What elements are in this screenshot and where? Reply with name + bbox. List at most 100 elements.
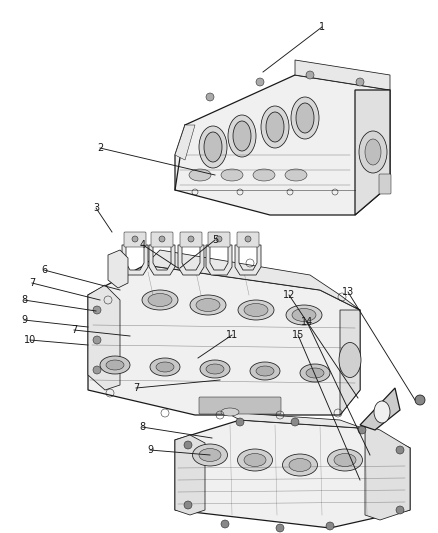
Text: 10: 10 <box>24 335 36 345</box>
Polygon shape <box>206 245 232 275</box>
Polygon shape <box>175 125 195 160</box>
Ellipse shape <box>365 139 381 165</box>
Circle shape <box>221 520 229 528</box>
Text: 3: 3 <box>93 203 99 213</box>
Ellipse shape <box>200 360 230 378</box>
Ellipse shape <box>233 121 251 151</box>
Ellipse shape <box>204 132 222 162</box>
Ellipse shape <box>283 454 318 476</box>
Ellipse shape <box>291 97 319 139</box>
Text: 9: 9 <box>21 315 27 325</box>
FancyBboxPatch shape <box>208 232 230 247</box>
Polygon shape <box>149 245 175 275</box>
Ellipse shape <box>374 401 390 423</box>
Text: 7: 7 <box>133 383 139 393</box>
Polygon shape <box>175 420 410 528</box>
Circle shape <box>159 236 165 242</box>
Polygon shape <box>178 245 204 275</box>
FancyBboxPatch shape <box>199 397 281 414</box>
Ellipse shape <box>237 449 272 471</box>
Ellipse shape <box>238 300 274 320</box>
Ellipse shape <box>192 444 227 466</box>
Ellipse shape <box>334 454 356 466</box>
Ellipse shape <box>150 358 180 376</box>
Ellipse shape <box>221 169 243 181</box>
Ellipse shape <box>256 366 274 376</box>
Ellipse shape <box>189 169 211 181</box>
Text: 15: 15 <box>292 330 304 340</box>
FancyBboxPatch shape <box>124 232 146 247</box>
Circle shape <box>358 426 366 434</box>
Ellipse shape <box>228 115 256 157</box>
Polygon shape <box>108 250 128 288</box>
Circle shape <box>356 78 364 86</box>
Ellipse shape <box>289 458 311 472</box>
Circle shape <box>93 336 101 344</box>
Polygon shape <box>365 425 410 520</box>
Polygon shape <box>175 75 390 215</box>
Ellipse shape <box>296 103 314 133</box>
Text: 14: 14 <box>301 317 313 327</box>
Text: 11: 11 <box>226 330 238 340</box>
Ellipse shape <box>106 360 124 370</box>
Circle shape <box>206 93 214 101</box>
Text: 4: 4 <box>140 240 146 250</box>
Ellipse shape <box>266 112 284 142</box>
Circle shape <box>184 501 192 509</box>
Ellipse shape <box>196 298 220 311</box>
Circle shape <box>396 446 404 454</box>
Ellipse shape <box>156 362 174 372</box>
Circle shape <box>326 522 334 530</box>
Polygon shape <box>175 435 205 515</box>
Polygon shape <box>360 388 400 430</box>
Text: 5: 5 <box>212 235 218 245</box>
Ellipse shape <box>244 303 268 317</box>
Text: 7: 7 <box>29 278 35 288</box>
Ellipse shape <box>206 364 224 374</box>
Polygon shape <box>122 245 148 275</box>
Circle shape <box>132 236 138 242</box>
Text: 12: 12 <box>283 290 295 300</box>
Ellipse shape <box>300 364 330 382</box>
Polygon shape <box>88 265 360 415</box>
Polygon shape <box>295 60 390 90</box>
Ellipse shape <box>244 454 266 466</box>
Ellipse shape <box>328 449 363 471</box>
Circle shape <box>184 441 192 449</box>
Circle shape <box>188 236 194 242</box>
Ellipse shape <box>148 294 172 306</box>
Ellipse shape <box>199 448 221 462</box>
Ellipse shape <box>100 356 130 374</box>
Text: 2: 2 <box>97 143 103 153</box>
Circle shape <box>306 71 314 79</box>
Circle shape <box>216 236 222 242</box>
Circle shape <box>236 418 244 426</box>
Text: 8: 8 <box>139 422 145 432</box>
Ellipse shape <box>142 290 178 310</box>
Circle shape <box>245 236 251 242</box>
Circle shape <box>291 418 299 426</box>
Circle shape <box>415 395 425 405</box>
Ellipse shape <box>285 169 307 181</box>
Circle shape <box>93 306 101 314</box>
Circle shape <box>396 506 404 514</box>
Polygon shape <box>235 245 261 275</box>
Text: 1: 1 <box>319 22 325 32</box>
Ellipse shape <box>190 295 226 315</box>
Polygon shape <box>145 250 360 310</box>
Circle shape <box>276 524 284 532</box>
Ellipse shape <box>286 305 322 325</box>
Ellipse shape <box>306 368 324 378</box>
Text: 8: 8 <box>21 295 27 305</box>
Circle shape <box>93 366 101 374</box>
FancyBboxPatch shape <box>151 232 173 247</box>
Polygon shape <box>355 90 390 215</box>
Ellipse shape <box>199 126 227 168</box>
FancyBboxPatch shape <box>237 232 259 247</box>
Ellipse shape <box>221 408 239 416</box>
Circle shape <box>256 78 264 86</box>
Ellipse shape <box>359 131 387 173</box>
Ellipse shape <box>339 343 361 377</box>
Polygon shape <box>88 285 120 390</box>
Ellipse shape <box>250 362 280 380</box>
